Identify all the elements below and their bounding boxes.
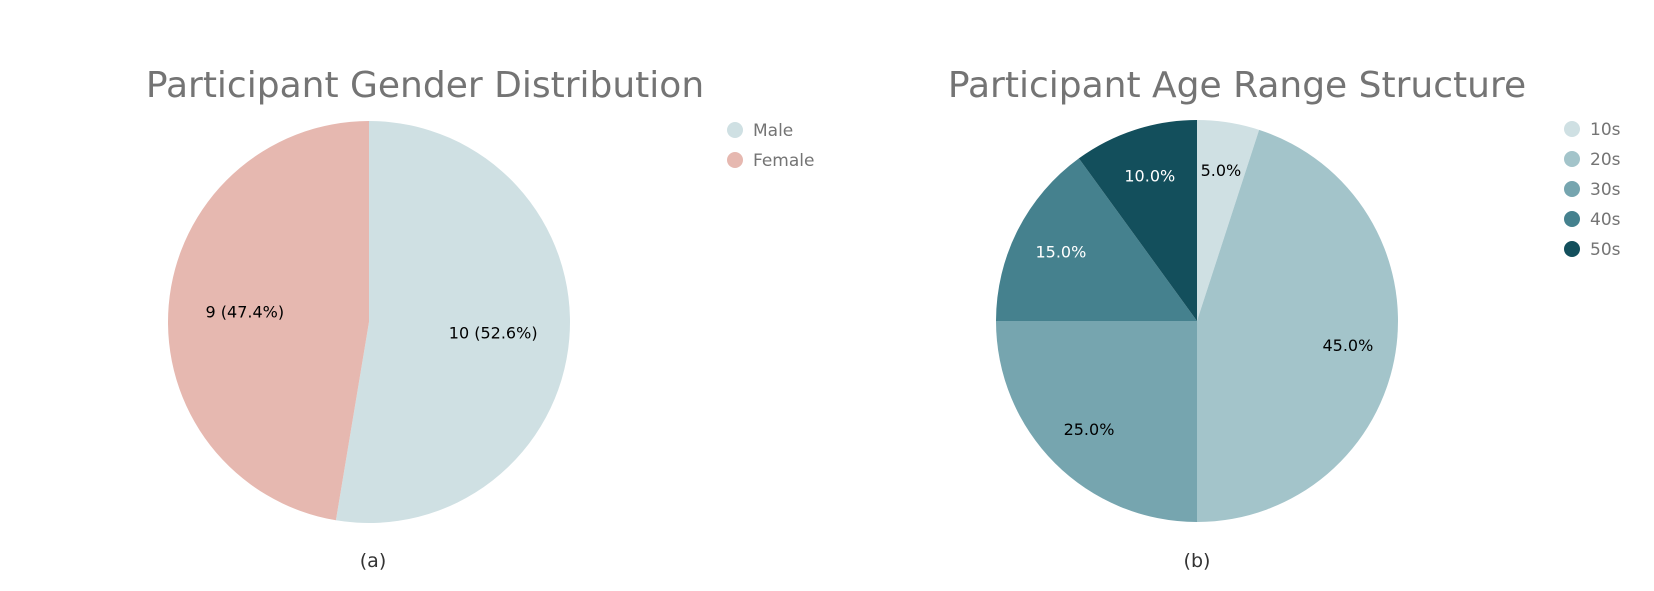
pie-slice-female [168, 121, 369, 521]
pie-slices [168, 121, 571, 523]
legend-label-female: Female [753, 151, 814, 171]
legend-label-40s: 40s [1590, 210, 1621, 230]
slice-label-50s: 10.0% [1124, 167, 1175, 186]
slice-label-40s: 15.0% [1035, 243, 1086, 262]
legend: 10s 20s 30s 40s 50s [1564, 120, 1621, 260]
pie-slice-10s [1197, 120, 1260, 321]
slice-label-20s: 45.0% [1322, 336, 1373, 355]
pie-slice-20s [1197, 129, 1398, 522]
chart-caption: (a) [360, 550, 386, 572]
chart-gender: Participant Gender Distribution 10 (52.6… [146, 65, 815, 572]
legend-swatch-40s [1564, 211, 1580, 227]
slice-label-10s: 5.0% [1201, 161, 1242, 180]
legend-label-30s: 30s [1590, 180, 1621, 200]
slice-label-female: 9 (47.4%) [206, 303, 285, 322]
pie-slice-labels: 10 (52.6%) 9 (47.4%) [206, 303, 538, 343]
chart-title: Participant Gender Distribution [146, 65, 704, 106]
legend-swatch-20s [1564, 151, 1580, 167]
pie-slice-male [335, 121, 571, 523]
slice-label-male: 10 (52.6%) [449, 323, 538, 342]
legend-label-10s: 10s [1590, 120, 1621, 140]
legend: Male Female [727, 121, 814, 171]
pie-slice-50s [1078, 120, 1197, 321]
pie-slice-30s [996, 321, 1197, 522]
legend-swatch-30s [1564, 181, 1580, 197]
pie-slice-labels: 5.0% 45.0% 25.0% 15.0% 10.0% [1035, 161, 1373, 439]
pie-slice-40s [996, 158, 1197, 321]
legend-swatch-10s [1564, 121, 1580, 137]
legend-swatch-50s [1564, 241, 1580, 257]
chart-title: Participant Age Range Structure [948, 65, 1526, 106]
legend-swatch-male [727, 122, 743, 138]
legend-label-male: Male [753, 121, 793, 141]
legend-swatch-female [727, 152, 743, 168]
chart-age: Participant Age Range Structure 5.0% 45.0… [948, 65, 1621, 572]
legend-label-50s: 50s [1590, 240, 1621, 260]
chart-caption: (b) [1184, 550, 1211, 572]
legend-label-20s: 20s [1590, 150, 1621, 170]
slice-label-30s: 25.0% [1064, 420, 1115, 439]
pie-slices [996, 120, 1398, 522]
